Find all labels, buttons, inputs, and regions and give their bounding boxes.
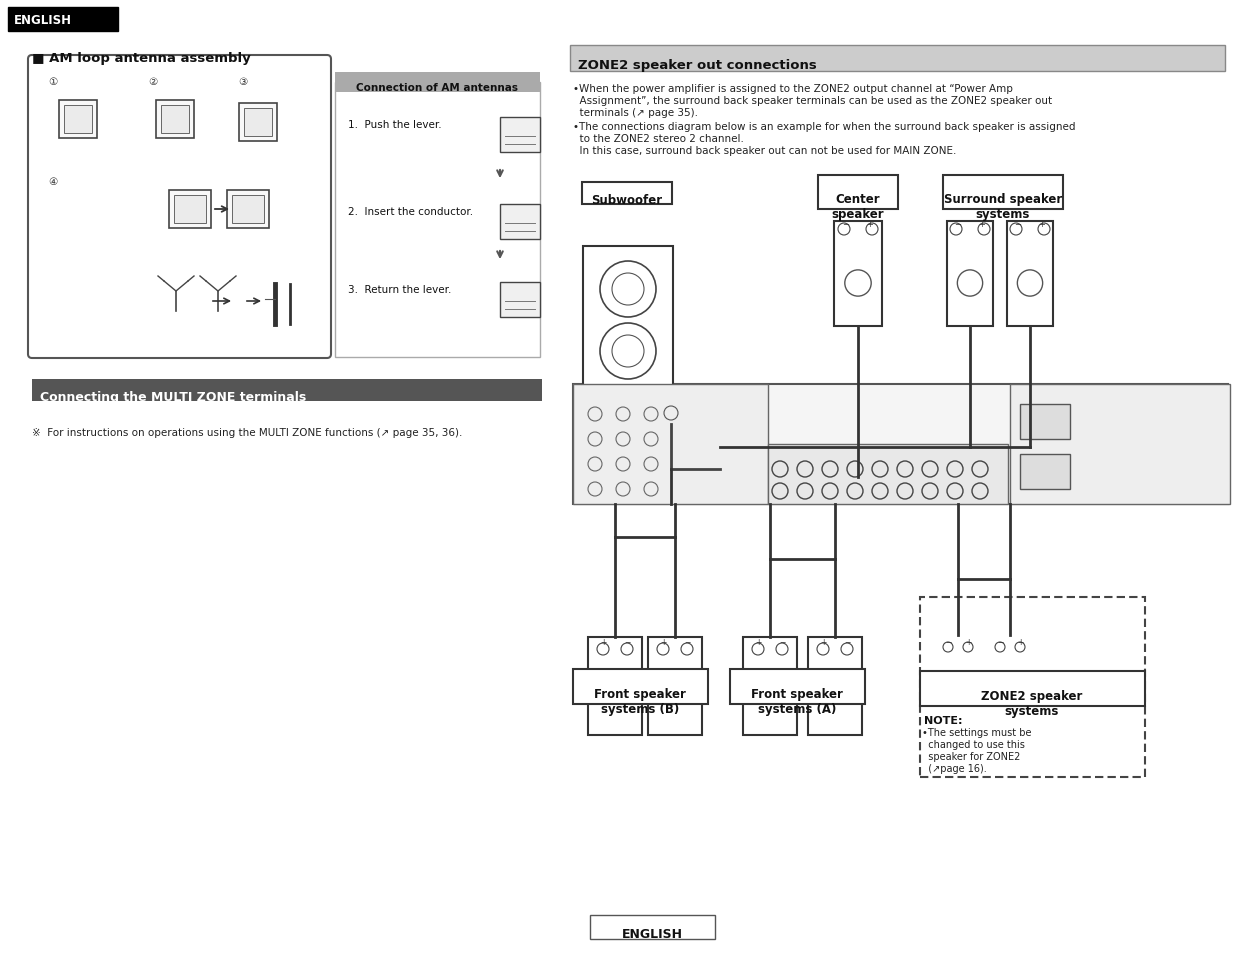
Bar bbox=[730, 669, 864, 704]
Bar bbox=[583, 247, 673, 396]
Bar bbox=[939, 636, 977, 735]
Bar bbox=[659, 402, 682, 424]
Text: (↗page 16).: (↗page 16). bbox=[923, 763, 987, 773]
Bar bbox=[648, 638, 701, 735]
Text: −: − bbox=[844, 638, 850, 646]
Bar bbox=[947, 222, 993, 327]
Text: changed to use this: changed to use this bbox=[923, 740, 1025, 749]
Bar bbox=[808, 638, 862, 735]
Text: −: − bbox=[997, 638, 1003, 646]
Bar bbox=[834, 222, 882, 327]
Bar bbox=[174, 195, 206, 224]
Text: ①: ① bbox=[48, 77, 57, 87]
Bar bbox=[335, 73, 540, 92]
Text: Connection of AM antennas: Connection of AM antennas bbox=[356, 83, 517, 92]
Bar bbox=[590, 915, 715, 939]
Text: •The settings must be: •The settings must be bbox=[923, 727, 1031, 738]
Text: ④: ④ bbox=[48, 177, 57, 187]
Text: Front speaker
systems (A): Front speaker systems (A) bbox=[751, 687, 844, 716]
Text: −: − bbox=[624, 638, 630, 646]
Text: ■ AM loop antenna assembly: ■ AM loop antenna assembly bbox=[32, 52, 251, 65]
Text: −: − bbox=[1014, 220, 1021, 229]
Bar bbox=[920, 671, 1145, 706]
Text: •The connections diagram below is an example for when the surround back speaker : •The connections diagram below is an exa… bbox=[573, 122, 1076, 132]
Bar bbox=[1020, 405, 1070, 439]
Text: ZONE2 speaker
systems: ZONE2 speaker systems bbox=[982, 689, 1083, 718]
Text: Subwoofer: Subwoofer bbox=[592, 193, 662, 207]
Bar bbox=[500, 283, 540, 317]
Bar bbox=[335, 83, 540, 357]
Text: ZONE2 speaker out connections: ZONE2 speaker out connections bbox=[578, 59, 816, 71]
Text: •When the power amplifier is assigned to the ZONE2 output channel at “Power Amp: •When the power amplifier is assigned to… bbox=[573, 84, 1013, 94]
Bar bbox=[7, 8, 119, 32]
Text: +: + bbox=[965, 638, 971, 646]
Bar bbox=[240, 104, 277, 142]
Bar bbox=[990, 636, 1029, 735]
Bar bbox=[161, 106, 189, 133]
Text: ※  For instructions on operations using the MULTI ZONE functions (↗ page 35, 36): ※ For instructions on operations using t… bbox=[32, 428, 462, 437]
FancyBboxPatch shape bbox=[920, 598, 1145, 778]
Text: terminals (↗ page 35).: terminals (↗ page 35). bbox=[573, 108, 698, 118]
Bar bbox=[64, 106, 91, 133]
Bar bbox=[169, 191, 211, 229]
Bar bbox=[944, 175, 1063, 210]
Text: −: − bbox=[955, 220, 962, 229]
Text: Connecting the MULTI ZONE terminals: Connecting the MULTI ZONE terminals bbox=[40, 391, 306, 403]
Bar bbox=[227, 191, 269, 229]
Text: Front speaker
systems (B): Front speaker systems (B) bbox=[594, 687, 685, 716]
Bar bbox=[59, 101, 98, 139]
Text: In this case, surround back speaker out can not be used for MAIN ZONE.: In this case, surround back speaker out … bbox=[573, 146, 956, 156]
Text: Assignment”, the surround back speaker terminals can be used as the ZONE2 speake: Assignment”, the surround back speaker t… bbox=[573, 96, 1052, 106]
Bar bbox=[245, 109, 272, 137]
Bar bbox=[32, 379, 542, 401]
Text: 2.  Insert the conductor.: 2. Insert the conductor. bbox=[348, 207, 473, 216]
Bar bbox=[588, 638, 642, 735]
Text: NOTE:: NOTE: bbox=[924, 716, 962, 725]
Text: Connection terminal
for subwoofer with
built-in amplifier
(subwoofer), etc.: Connection terminal for subwoofer with b… bbox=[582, 435, 674, 475]
Bar bbox=[582, 183, 672, 205]
Bar bbox=[768, 444, 1008, 504]
Text: +: + bbox=[867, 220, 873, 229]
Bar bbox=[1010, 385, 1230, 504]
Bar bbox=[500, 205, 540, 240]
Text: −: − bbox=[779, 638, 785, 646]
Text: to the ZONE2 stereo 2 channel.: to the ZONE2 stereo 2 channel. bbox=[573, 133, 743, 144]
Bar bbox=[571, 46, 1225, 71]
Text: +: + bbox=[755, 638, 761, 646]
Bar bbox=[1020, 455, 1070, 490]
Bar bbox=[156, 101, 194, 139]
Text: +: + bbox=[1039, 220, 1046, 229]
Text: ENGLISH: ENGLISH bbox=[14, 13, 72, 27]
Text: +: + bbox=[978, 220, 986, 229]
Text: 1.  Push the lever.: 1. Push the lever. bbox=[348, 120, 442, 130]
Text: −: − bbox=[945, 638, 951, 646]
Bar bbox=[573, 385, 768, 504]
Text: ENGLISH: ENGLISH bbox=[621, 927, 683, 940]
Text: 3.  Return the lever.: 3. Return the lever. bbox=[348, 285, 451, 294]
Text: Surround speaker
systems: Surround speaker systems bbox=[944, 193, 1062, 221]
Bar bbox=[232, 195, 264, 224]
Text: speaker for ZONE2: speaker for ZONE2 bbox=[923, 751, 1020, 761]
Bar bbox=[1007, 222, 1053, 327]
Text: +: + bbox=[1016, 638, 1023, 646]
Bar bbox=[573, 385, 1228, 504]
Text: −: − bbox=[842, 220, 850, 229]
Bar bbox=[573, 669, 708, 704]
Text: +: + bbox=[820, 638, 826, 646]
Bar bbox=[500, 118, 540, 152]
FancyBboxPatch shape bbox=[28, 56, 331, 358]
Text: +: + bbox=[659, 638, 666, 646]
Text: ③: ③ bbox=[238, 77, 247, 87]
Bar bbox=[743, 638, 797, 735]
Text: −: − bbox=[684, 638, 690, 646]
Text: +: + bbox=[600, 638, 606, 646]
Text: Center
speaker: Center speaker bbox=[831, 193, 884, 221]
Bar bbox=[818, 175, 898, 210]
Text: ②: ② bbox=[148, 77, 157, 87]
